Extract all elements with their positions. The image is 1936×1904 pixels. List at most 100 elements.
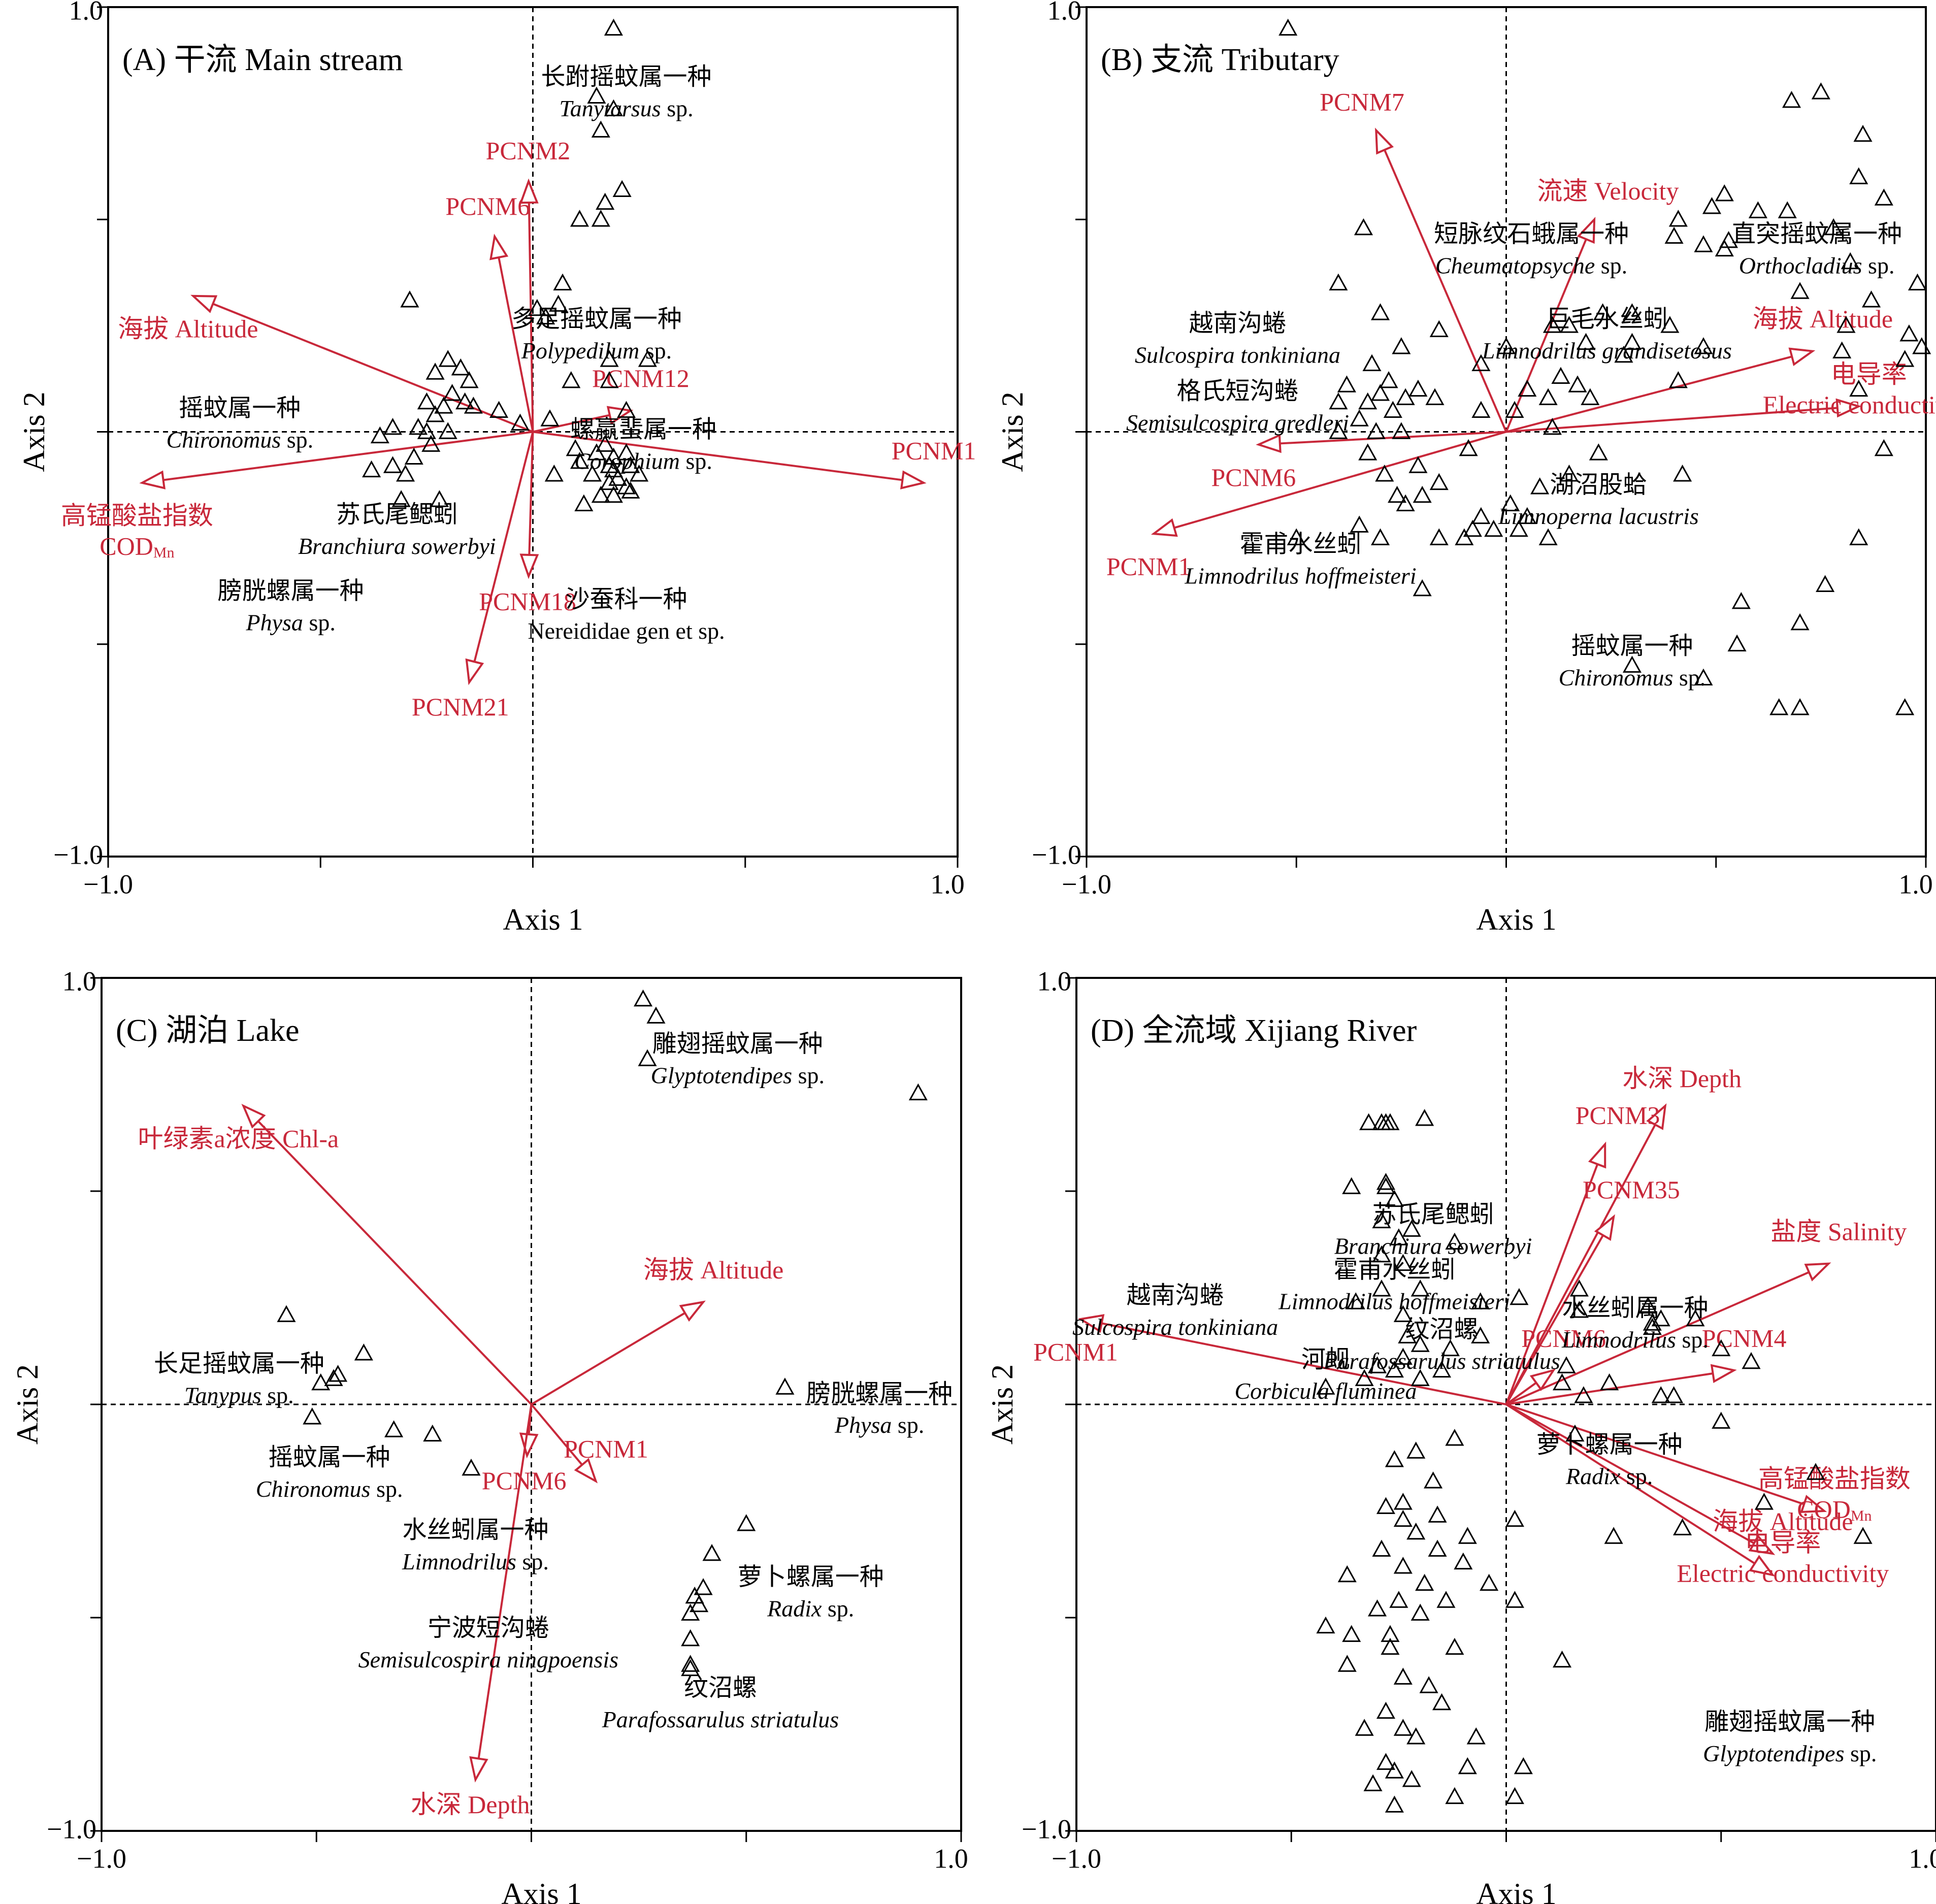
env-arrow-head [190,294,218,313]
site-marker [1568,375,1587,392]
site-marker [587,443,606,461]
site-marker [1712,1411,1731,1429]
site-marker [775,1377,795,1395]
site-marker [1754,1493,1774,1510]
env-arrow-head [1594,1214,1615,1241]
site-marker [638,350,657,367]
site-marker [1559,316,1579,333]
site-marker [681,1655,700,1672]
site-marker [1406,1522,1426,1540]
site-marker [1372,1279,1391,1297]
site-marker [566,439,585,456]
site-marker [1429,320,1449,338]
site-marker [616,477,636,495]
site-marker [1614,345,1633,363]
site-marker [604,485,623,503]
env-arrow-shaft [477,1404,533,1759]
species-name-cn: 膀胱螺属一种 [806,1380,953,1407]
species-name-cn: 纹沼螺 [684,1675,757,1701]
site-marker [460,371,479,388]
site-marker [1428,1539,1447,1557]
panel-a: −1.0 1.0 1.0 −1.0 Axis 1 Axis 2 (A) 干流 Main st… [17,0,976,936]
site-marker [1874,439,1893,456]
site-marker [1363,1774,1383,1791]
site-marker [1604,1527,1623,1544]
env-arrow-head [489,234,509,260]
env-arrow-shaft [1505,1403,1756,1565]
species-name-cn: 宁波短沟蜷 [428,1615,549,1642]
site-marker [1874,188,1893,206]
y-tick-label: −1.0 [1032,839,1081,870]
x-axis-title: Axis 1 [503,903,583,936]
x-axis-title: Axis 1 [1476,1877,1556,1904]
site-marker [1358,443,1377,461]
species-name-cn: 越南沟蜷 [1127,1282,1224,1309]
site-marker [1376,1753,1396,1770]
site-marker [1505,1509,1524,1527]
site-marker [681,1659,700,1677]
site-marker [1428,1505,1447,1523]
species-name-cn: 巨毛水丝蚓 [1546,306,1668,333]
site-marker [1393,1348,1413,1365]
y-tick-label: 1.0 [62,966,97,996]
species-name-latin: Radix sp. [767,1595,854,1621]
site-marker [1429,528,1449,545]
site-marker [1505,1787,1524,1804]
site-marker [1413,579,1432,597]
site-marker [702,1544,721,1561]
env-label: 海拔 Altitude [1753,305,1893,333]
species-name-cn: 短脉纹石蛾属一种 [1434,221,1629,248]
env-arrow-head [1151,518,1178,537]
x-tick-label: 1.0 [934,1843,968,1874]
site-marker [1505,1591,1524,1608]
x-tick-label: 1.0 [1909,1843,1936,1874]
site-marker [1702,197,1722,214]
site-marker [1557,1356,1576,1373]
species-name-latin: Branchiura sowerbyi [298,533,496,559]
site-marker [277,1305,296,1322]
site-marker [354,1343,373,1361]
site-marker [1622,303,1642,320]
site-marker [908,1083,928,1101]
site-marker [1574,1386,1593,1403]
site-marker [1824,218,1843,236]
env-arrow-shaft [530,1403,583,1466]
site-marker [1664,226,1684,244]
env-arrow-head [465,658,484,685]
site-marker [1458,1527,1477,1544]
env-label: PCNM1 [1106,552,1191,581]
y-tick-label: 1.0 [1037,966,1072,996]
site-marker [1346,1292,1365,1309]
species-name-cn: 长跗摇蚊属一种 [541,63,712,90]
species-name-latin: Polypedilum sp. [521,338,672,364]
species-name-cn: 多足摇蚊属一种 [511,306,682,333]
site-marker [1712,1339,1731,1357]
site-marker [1372,1539,1391,1557]
env-label: 水深 Depth [411,1790,530,1819]
site-marker [409,418,428,435]
site-marker [1393,1667,1413,1685]
site-marker [1376,1173,1396,1190]
site-marker [434,397,453,414]
site-marker [562,371,581,388]
species-name-latin: Sulcospira tonkiniana [1072,1314,1278,1340]
site-marker [604,99,623,117]
y-tick-label: −1.0 [47,1814,96,1844]
species-name-latin: Physa sp. [834,1412,924,1438]
site-marker [591,210,610,227]
site-marker [1480,1573,1499,1591]
species-name-cn: 纹沼螺 [1405,1316,1479,1343]
site-marker [1342,1177,1361,1194]
site-marker [1518,379,1537,397]
site-marker [737,1514,756,1531]
site-marker [591,485,610,503]
site-marker [1406,1441,1426,1459]
env-label: PCNM2 [486,136,571,165]
env-arrow-head [1577,217,1596,244]
site-marker [1329,392,1348,410]
species-name-cn: 萝卜螺属一种 [738,1563,884,1590]
env-arrow-head [1529,1368,1556,1391]
site-marker [1436,1591,1456,1608]
species-name-cn: 水丝蚓属一种 [402,1517,548,1544]
site-marker [1660,316,1680,333]
